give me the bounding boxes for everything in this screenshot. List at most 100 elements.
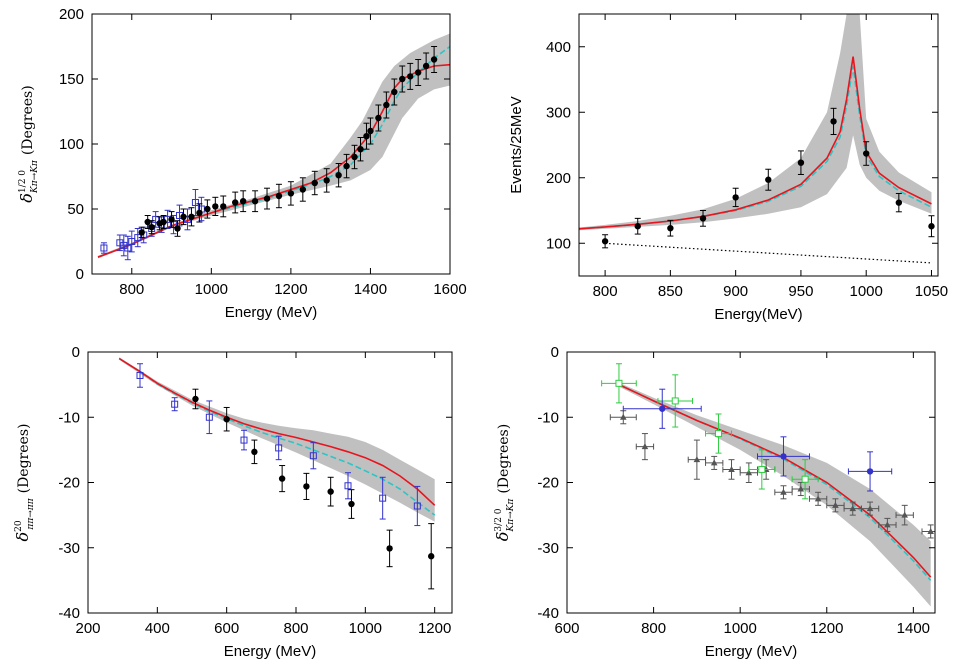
data-point: [239, 198, 247, 205]
data-point-blue: [128, 230, 136, 253]
x-tick-label: 1000: [723, 620, 756, 637]
data-point: [124, 244, 132, 252]
data-point: [849, 505, 857, 512]
data-point-black: [414, 59, 422, 86]
plot-area: [601, 363, 935, 607]
x-tick-label: 400: [145, 620, 170, 637]
data-point-black: [232, 191, 239, 214]
data-point: [634, 223, 641, 230]
panel-2: 800 850 900 950 1000 1050 100 200 300 400 Energy(M…: [508, 13, 948, 323]
data-point: [223, 416, 230, 423]
data-point: [430, 56, 438, 63]
data-point: [728, 465, 735, 472]
data-point: [240, 436, 248, 444]
data-point-blue: [171, 397, 179, 412]
data-point-blue: [379, 476, 387, 520]
x-tick-label: 1400: [354, 281, 387, 298]
data-point-black: [204, 199, 211, 219]
data-point: [399, 75, 406, 83]
panel-1: 800 1000 1200 1400 1600 0 50 100 150 200 Energy (M…: [17, 6, 467, 321]
data-point-black: [928, 215, 935, 238]
x-tick-label: 900: [723, 283, 748, 300]
data-point-black: [609, 410, 637, 425]
data-point-black: [705, 455, 724, 470]
panel-3: 200 400 600 800 1000 1200 0 -10 -20 -30 -40 Energy …: [13, 344, 453, 660]
data-point-blue: [275, 435, 283, 461]
x-tick-label: 1600: [433, 281, 466, 298]
data-point-black: [687, 439, 707, 480]
y-axis-label: δ3/2 0 Kπ→Kπ(Degrees): [493, 424, 516, 541]
data-point-blue: [413, 485, 421, 527]
data-point: [671, 397, 679, 405]
data-point: [901, 511, 908, 518]
data-point-black: [168, 211, 175, 228]
x-axis-label: Energy (MeV): [225, 304, 318, 321]
y-tick-label: 200: [546, 170, 571, 187]
data-point: [615, 379, 623, 387]
data-point-black: [367, 117, 374, 145]
data-point: [765, 176, 772, 183]
data-point-black: [407, 62, 414, 90]
data-point-black: [223, 406, 230, 432]
data-point-black: [251, 439, 258, 465]
data-point: [160, 218, 167, 226]
data-point-black: [375, 104, 382, 132]
data-point: [311, 179, 318, 187]
data-point: [357, 146, 364, 153]
data-point-black: [739, 462, 758, 483]
x-tick-label: 1000: [349, 620, 382, 637]
data-point-black: [138, 226, 145, 239]
y-tick-label: -40: [58, 605, 80, 622]
x-tick-label: 800: [283, 620, 308, 637]
x-tick-label: 950: [788, 283, 813, 300]
data-point-blue: [309, 442, 317, 470]
data-point-green: [601, 363, 637, 404]
central-curve: [118, 357, 436, 506]
data-point-black: [212, 196, 219, 216]
data-point-black: [895, 192, 903, 213]
data-point-black: [299, 177, 307, 202]
data-point-black: [774, 485, 793, 500]
data-point: [128, 238, 136, 245]
dashed-curve: [579, 66, 932, 230]
data-point-blue: [240, 429, 248, 451]
data-point-black: [797, 150, 805, 175]
data-point: [188, 213, 195, 220]
data-point: [710, 459, 718, 466]
data-point: [327, 488, 334, 495]
y-tick-label: 100: [59, 136, 84, 153]
data-point: [251, 198, 259, 205]
data-point-black: [323, 168, 330, 193]
data-point: [343, 162, 350, 170]
data-point: [715, 430, 723, 438]
y-tick-label: 100: [546, 235, 571, 252]
y-tick-label: 0: [551, 344, 559, 361]
x-tick-label: 800: [119, 281, 144, 298]
data-point-black: [327, 476, 334, 507]
data-point: [693, 456, 701, 463]
data-point-black: [430, 46, 438, 73]
data-point: [830, 118, 837, 125]
y-axis-label: δ20 ππ→ππ(Degrees): [13, 424, 36, 542]
x-tick-label: 600: [554, 620, 579, 637]
data-point: [192, 395, 199, 403]
data-point-black: [196, 203, 203, 223]
data-point: [100, 244, 108, 252]
data-point-black: [722, 459, 741, 480]
data-point: [171, 400, 179, 408]
data-point-black: [251, 190, 259, 213]
x-tick-label: 1000: [195, 281, 228, 298]
data-point-black: [351, 144, 358, 170]
data-point-black: [399, 65, 406, 93]
data-point: [379, 494, 387, 502]
plot-area: [97, 33, 450, 261]
data-point-black: [860, 501, 880, 516]
data-point-black: [335, 163, 342, 188]
data-point-black: [311, 170, 318, 196]
data-point-blue: [100, 242, 108, 254]
y-axis-label: Events/25MeV: [508, 96, 525, 194]
data-point: [168, 216, 175, 223]
data-point: [148, 224, 155, 231]
data-point: [152, 215, 160, 223]
